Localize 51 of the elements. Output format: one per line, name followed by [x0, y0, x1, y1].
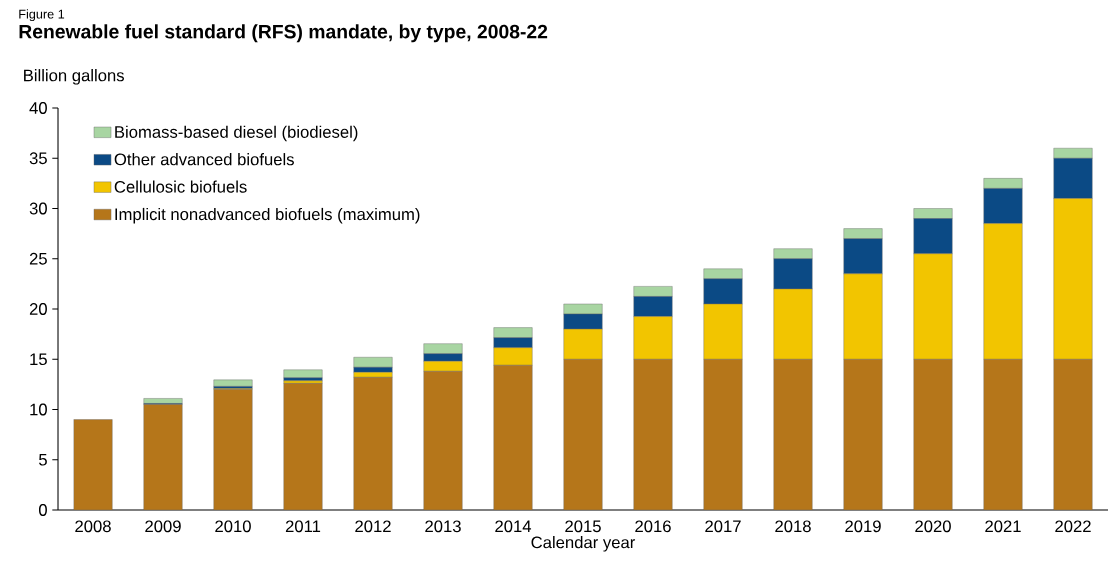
bar — [703, 359, 743, 510]
x-tick-label: 2011 — [285, 520, 321, 533]
bar — [143, 404, 183, 510]
bar — [773, 359, 813, 510]
y-axis-title: Billion gallons — [24, 69, 124, 85]
y-tick-label: 35 — [29, 152, 47, 165]
x-tick-label: 2020 — [915, 520, 951, 533]
bar — [283, 383, 323, 510]
bar — [213, 379, 253, 387]
bar — [983, 359, 1023, 510]
x-tick-label: 2018 — [775, 520, 811, 533]
bar — [423, 371, 463, 510]
y-tick-label: 0 — [38, 504, 47, 516]
x-tick-label: 2017 — [705, 520, 741, 533]
y-tick-label: 25 — [29, 252, 47, 265]
y-tick-label: 15 — [30, 353, 47, 366]
bar — [73, 419, 113, 510]
legend-label: Cellulosic biofuels — [114, 180, 247, 193]
bar — [493, 365, 533, 510]
chart-title: Renewable fuel standard (RFS) mandate, by type, 2008-22 — [19, 24, 548, 43]
bar — [913, 359, 953, 510]
x-tick-label: 2009 — [145, 520, 181, 533]
bar — [353, 377, 393, 510]
x-tick-label: 2013 — [425, 520, 461, 533]
y-tick-label: 40 — [29, 102, 47, 114]
y-tick-label: 20 — [29, 303, 47, 315]
legend-label: Biomass-based diesel (biodiesel) — [115, 125, 358, 142]
bar — [353, 357, 393, 368]
bar — [283, 369, 323, 379]
legend-label: Other advanced biofuels — [114, 153, 294, 166]
caption: Figure 1 — [19, 9, 65, 22]
y-tick-label: 30 — [29, 202, 47, 215]
x-tick-label: 2022 — [1055, 520, 1091, 533]
x-tick-label: 2016 — [635, 520, 671, 533]
x-axis-title: Calendar year — [531, 536, 636, 552]
bar — [213, 389, 253, 510]
bar — [843, 359, 883, 510]
x-tick-label: 2014 — [495, 520, 532, 533]
x-tick-label: 2015 — [565, 520, 601, 533]
x-tick-label: 2019 — [845, 520, 881, 533]
bar — [633, 359, 673, 510]
x-tick-label: 2012 — [355, 520, 391, 533]
y-tick-label: 5 — [39, 453, 47, 466]
x-tick-label: 2010 — [215, 520, 251, 533]
bar — [563, 359, 603, 510]
bar — [1053, 359, 1093, 510]
y-tick-label: 10 — [30, 403, 47, 416]
bar — [143, 398, 183, 404]
x-tick-label: 2021 — [985, 520, 1021, 533]
x-tick-label: 2008 — [75, 520, 111, 533]
legend-label: Implicit nonadvanced biofuels (maximum) — [115, 207, 420, 224]
